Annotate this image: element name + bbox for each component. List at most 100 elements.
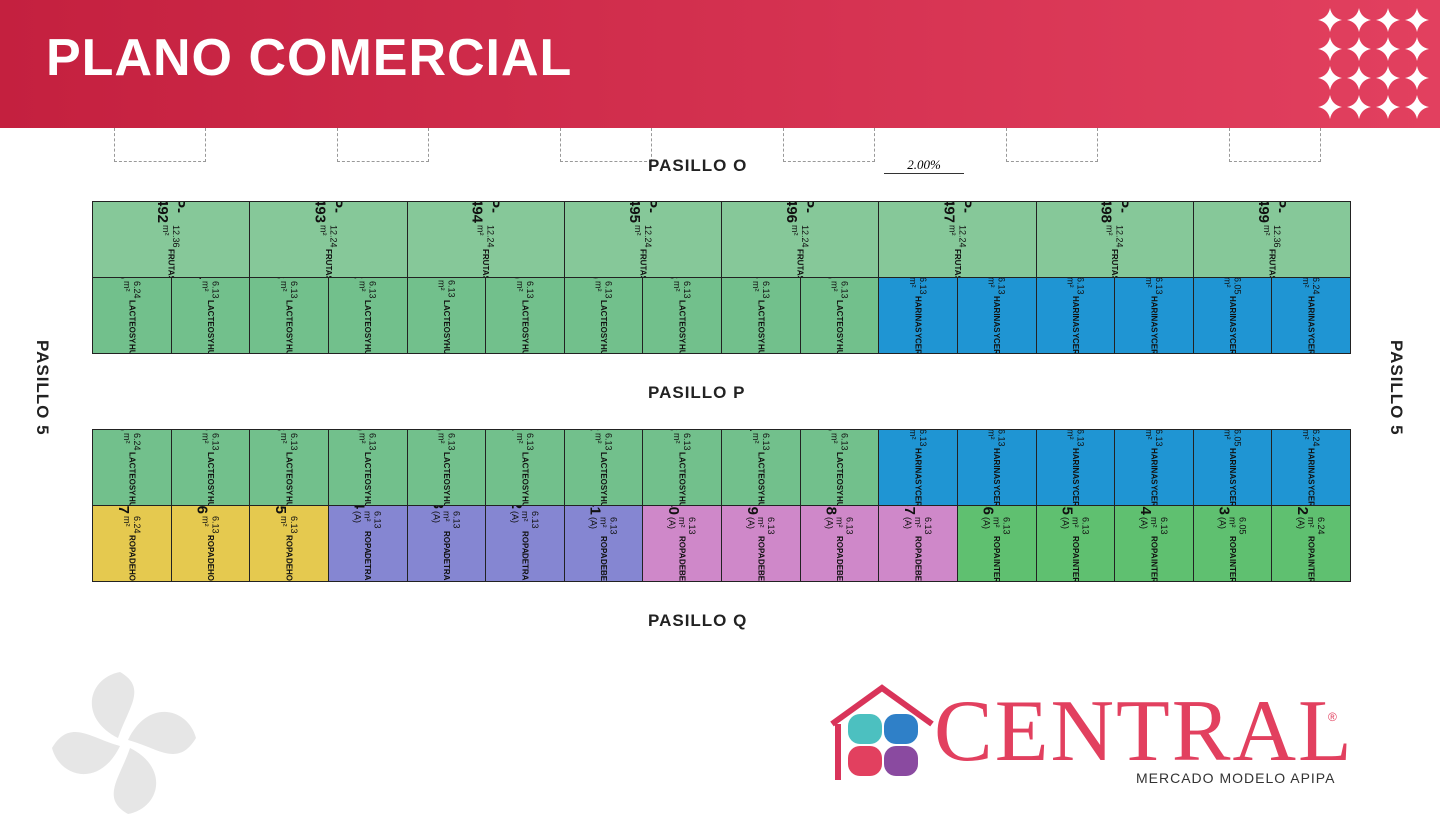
stall-id: P-535	[1058, 506, 1092, 515]
use-line: HARINAS	[1228, 296, 1238, 333]
stall: P-5166.24 m²LACTEOSYHUEVOS	[92, 429, 172, 506]
stall-area: 6.13 m² (A)	[745, 516, 776, 535]
stall-use: ROPADEBEBES	[834, 536, 844, 581]
use-line: TRABAJO	[363, 564, 372, 581]
stall-use: FRUTAS	[324, 249, 333, 277]
use-line: Y	[363, 490, 373, 496]
stall-area: 6.13 m² (A)	[1138, 516, 1169, 535]
stall-use: LACTEOSYHUEVOS	[127, 452, 136, 505]
use-line: LACTEOS	[756, 452, 766, 491]
use-line: HARINAS	[992, 296, 1002, 333]
use-line: Y	[284, 338, 294, 344]
stall: P-5016.05 m²HARINASYCEREALES	[1192, 277, 1273, 354]
stall-area: 6.13 m²	[357, 432, 378, 451]
stall-use: LACTEOSYHUEVOS	[756, 300, 765, 353]
stall-use: LACTEOSYHUEVOS	[599, 452, 608, 505]
use-line: CEREALES	[1149, 338, 1158, 353]
use-line: HUEVOS	[520, 344, 529, 353]
use-line: HUEVOS	[285, 496, 294, 505]
stall-use: HARINASYCEREALES	[992, 448, 1001, 505]
stall-id: P-547	[115, 506, 149, 514]
stall-area: 6.13 m² (A)	[981, 516, 1012, 535]
stall-id: P-494	[468, 201, 503, 223]
use-line: DE	[520, 553, 530, 565]
stall-id: P-514	[193, 278, 227, 279]
stall-id: P-512	[351, 278, 385, 279]
use-line: HUEVOS	[127, 496, 136, 505]
use-line: HOGAR	[206, 569, 215, 581]
logo-registered: ®	[1328, 710, 1337, 724]
use-line: TRABAJO	[442, 564, 451, 581]
use-line: Y	[677, 338, 687, 344]
logo-subtitle: MERCADO MODELO APIPA	[1136, 770, 1336, 786]
stall: P-5046.13 m²HARINASYCEREALES	[956, 277, 1037, 354]
stall-use: HARINASYCEREALES	[1149, 448, 1158, 505]
use-line: HUEVOS	[756, 344, 765, 353]
stall-use: HARINASYCEREALES	[1070, 296, 1080, 353]
stall-id: P-498	[1097, 201, 1132, 223]
stall-area: 6.13 m²	[1143, 429, 1164, 447]
stall-area: 6.13 m²	[750, 280, 771, 299]
use-line: HUEVOS	[442, 343, 451, 353]
use-line: ROPA	[1228, 536, 1238, 559]
stall-use: LACTEOSYHUEVOS	[520, 300, 530, 353]
stall-area: 6.13 m²	[514, 280, 535, 299]
stall-id: P-499	[1254, 201, 1289, 223]
stall: P-5466.13 m²ROPADEHOGAR	[170, 505, 251, 582]
stall: P-497 12.24 m² FRUTAS	[878, 201, 1037, 278]
stall-use: LACTEOSYHUEVOS	[127, 300, 136, 353]
use-line: HUEVOS	[363, 344, 372, 353]
use-line: ROPA	[992, 536, 1002, 559]
use-line: FRUTAS	[166, 249, 176, 278]
title: PLANO COMERCIAL	[46, 29, 573, 87]
use-line: LACTEOS	[205, 300, 215, 339]
use-line: Y	[1306, 484, 1316, 490]
stall-area: 6.13 m²	[200, 515, 221, 534]
use-line: CEREALES	[914, 338, 923, 353]
stall-area: 6.13 m²	[436, 432, 457, 451]
stall-use: LACTEOSYHUEVOS	[834, 452, 844, 505]
stall-id: P-516	[115, 430, 149, 431]
stall: P-5096.13 m²LACTEOSYHUEVOS	[563, 277, 644, 354]
logo-name: CENTRAL	[934, 683, 1354, 780]
use-line: Y	[913, 484, 923, 490]
use-line: DE	[834, 558, 844, 570]
stall-id: P-523	[665, 430, 699, 431]
stall: P-542 6.13 m² (A)ROPADETRABAJO	[485, 505, 565, 582]
use-line: DE	[913, 558, 923, 570]
stall: P-5126.13 m²LACTEOSYHUEVOS	[327, 277, 408, 354]
use-line: LACTEOS	[834, 452, 844, 491]
stall-area: 6.13 m²	[436, 280, 457, 298]
stall: P-543 6.13 m² (A)ROPADETRABAJO	[406, 505, 487, 582]
stall-id: P-515	[115, 278, 149, 279]
stall-use: ROPADEHOGAR	[127, 535, 137, 581]
stall-use: LACTEOSYHUEVOS	[284, 300, 294, 353]
use-line: LACTEOS	[520, 300, 530, 339]
use-line: Y	[363, 338, 373, 344]
stall-area: 6.13 m² (A)	[352, 511, 383, 529]
stall-id: P-540	[665, 506, 699, 515]
stall-use: LACTEOSYHUEVOS	[206, 452, 215, 505]
dashed-outline	[114, 128, 206, 162]
stall-id: P-522	[587, 430, 621, 431]
use-line: ROPA	[127, 535, 137, 558]
dashed-outline	[560, 128, 652, 162]
use-line: HUEVOS	[835, 496, 844, 505]
use-line: INTERIOR	[1149, 558, 1159, 582]
use-line: Y	[1070, 332, 1080, 338]
stall-area: 6.13 m²	[1143, 277, 1164, 295]
stall: P-5456.13 m²ROPADEHOGAR	[249, 505, 329, 582]
aisle-label: PASILLO Q	[648, 611, 748, 630]
use-line: HUEVOS	[442, 496, 451, 505]
stall-area: 12.36 m²	[161, 224, 182, 248]
stall: P-544 6.13 m² (A)ROPADETRABAJO	[327, 505, 408, 582]
stall-use: ROPADEBEBES	[599, 536, 608, 581]
stall-area: 6.13 m² (A)	[1060, 516, 1091, 535]
stall-use: HARINASYCEREALES	[1307, 296, 1316, 353]
use-line: Y	[834, 338, 844, 344]
stall-use: HARINASYCEREALES	[1306, 448, 1316, 505]
use-line: Y	[599, 338, 609, 344]
stall-area: 6.24 m²	[1301, 277, 1322, 295]
aisle-label: PASILLO 5	[33, 340, 52, 436]
